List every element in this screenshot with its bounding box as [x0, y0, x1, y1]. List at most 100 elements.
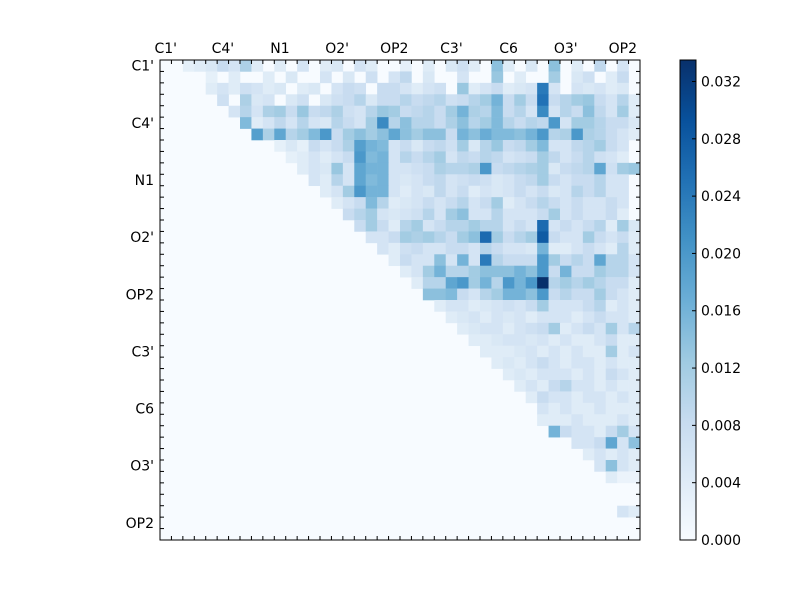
- heatmap-cell: [582, 242, 595, 255]
- heatmap-cell: [434, 231, 447, 244]
- heatmap-cell: [457, 105, 469, 118]
- heatmap-cell: [571, 128, 584, 141]
- heatmap-cell: [617, 231, 629, 244]
- heatmap-cell: [548, 391, 561, 404]
- heatmap-cell: [525, 105, 538, 118]
- x-tick-label: OP2: [380, 41, 408, 57]
- heatmap-cell: [502, 345, 515, 358]
- heatmap-cell: [377, 242, 389, 255]
- heatmap-cell: [411, 128, 424, 141]
- heatmap-cell: [548, 334, 561, 347]
- heatmap-cell: [594, 128, 607, 141]
- heatmap-cell: [628, 391, 641, 404]
- heatmap-cell: [308, 140, 321, 152]
- heatmap-cell: [411, 82, 424, 95]
- heatmap-cell: [571, 345, 584, 358]
- heatmap-cell: [560, 231, 572, 244]
- heatmap-cell: [617, 345, 629, 358]
- heatmap-cell: [308, 174, 321, 187]
- heatmap-cell: [514, 151, 527, 164]
- heatmap-cell: [411, 151, 424, 164]
- heatmap-cell: [617, 242, 629, 255]
- heatmap-cell: [537, 391, 549, 404]
- heatmap-cell: [445, 242, 458, 255]
- heatmap-cell: [251, 117, 264, 129]
- heatmap-cell: [434, 208, 447, 221]
- heatmap-cell: [525, 94, 538, 107]
- heatmap-cell: [628, 357, 641, 369]
- heatmap-cell: [571, 208, 584, 221]
- heatmap-cell: [331, 60, 344, 72]
- heatmap-cell: [445, 277, 458, 289]
- heatmap-cell: [445, 105, 458, 118]
- heatmap-cell: [434, 300, 447, 312]
- heatmap-cell: [388, 185, 401, 198]
- heatmap-cell: [411, 231, 424, 244]
- heatmap-cell: [560, 300, 572, 312]
- heatmap-cell: [262, 128, 275, 141]
- heatmap-cell: [617, 311, 629, 324]
- heatmap-cell: [377, 185, 389, 198]
- heatmap-cell: [617, 505, 629, 518]
- heatmap-cell: [594, 151, 607, 164]
- heatmap-cell: [525, 277, 538, 289]
- heatmap-cell: [400, 82, 412, 95]
- heatmap-cell: [605, 334, 618, 347]
- heatmap-cell: [262, 117, 275, 129]
- x-tick-label: N1: [270, 41, 289, 57]
- heatmap-cell: [388, 117, 401, 129]
- colorbar-tick-label: 0.004: [701, 476, 741, 492]
- heatmap-cell: [514, 117, 527, 129]
- heatmap-cell: [445, 208, 458, 221]
- heatmap-cell: [331, 174, 344, 187]
- heatmap-cell: [502, 277, 515, 289]
- heatmap-cell: [628, 402, 641, 415]
- heatmap-cell: [571, 105, 584, 118]
- x-tick-label: O2': [325, 41, 349, 57]
- heatmap-cell: [582, 71, 595, 84]
- heatmap-cell: [548, 185, 561, 198]
- heatmap-cell: [502, 105, 515, 118]
- heatmap-cell: [468, 288, 481, 301]
- heatmap-cell: [605, 117, 618, 129]
- heatmap-cell: [571, 117, 584, 129]
- heatmap-cell: [377, 140, 389, 152]
- heatmap-cell: [594, 277, 607, 289]
- heatmap-cell: [594, 242, 607, 255]
- heatmap-cell: [582, 402, 595, 415]
- heatmap-cell: [594, 300, 607, 312]
- heatmap-cell: [628, 265, 641, 278]
- heatmap-cell: [617, 288, 629, 301]
- heatmap-cell: [502, 140, 515, 152]
- heatmap-cell: [400, 128, 412, 141]
- heatmap-cell: [502, 311, 515, 324]
- heatmap-cell: [445, 174, 458, 187]
- heatmap-cell: [491, 197, 504, 209]
- heatmap-cell: [525, 300, 538, 312]
- heatmap-cell: [320, 151, 332, 164]
- heatmap-cell: [422, 94, 435, 107]
- heatmap-cell: [342, 174, 355, 187]
- y-tick-label: C4': [131, 116, 154, 132]
- heatmap-cell: [582, 117, 595, 129]
- heatmap-cell: [240, 105, 252, 118]
- heatmap-cell: [377, 220, 389, 232]
- heatmap-cell: [548, 425, 561, 438]
- heatmap-cell: [525, 380, 538, 392]
- heatmap-cell: [605, 197, 618, 209]
- heatmap-cell: [594, 208, 607, 221]
- heatmap-cell: [445, 288, 458, 301]
- heatmap-cell: [388, 151, 401, 164]
- heatmap-cell: [537, 128, 549, 141]
- heatmap-cell: [480, 277, 492, 289]
- heatmap-cell: [525, 357, 538, 369]
- heatmap-cell: [457, 265, 469, 278]
- x-tick-label: O3': [554, 41, 578, 57]
- heatmap-cell: [514, 197, 527, 209]
- heatmap-cell: [502, 185, 515, 198]
- heatmap-cell: [491, 128, 504, 141]
- heatmap-cell: [628, 414, 641, 427]
- heatmap-cell: [617, 448, 629, 461]
- heatmap-cell: [537, 277, 549, 289]
- heatmap-cell: [491, 94, 504, 107]
